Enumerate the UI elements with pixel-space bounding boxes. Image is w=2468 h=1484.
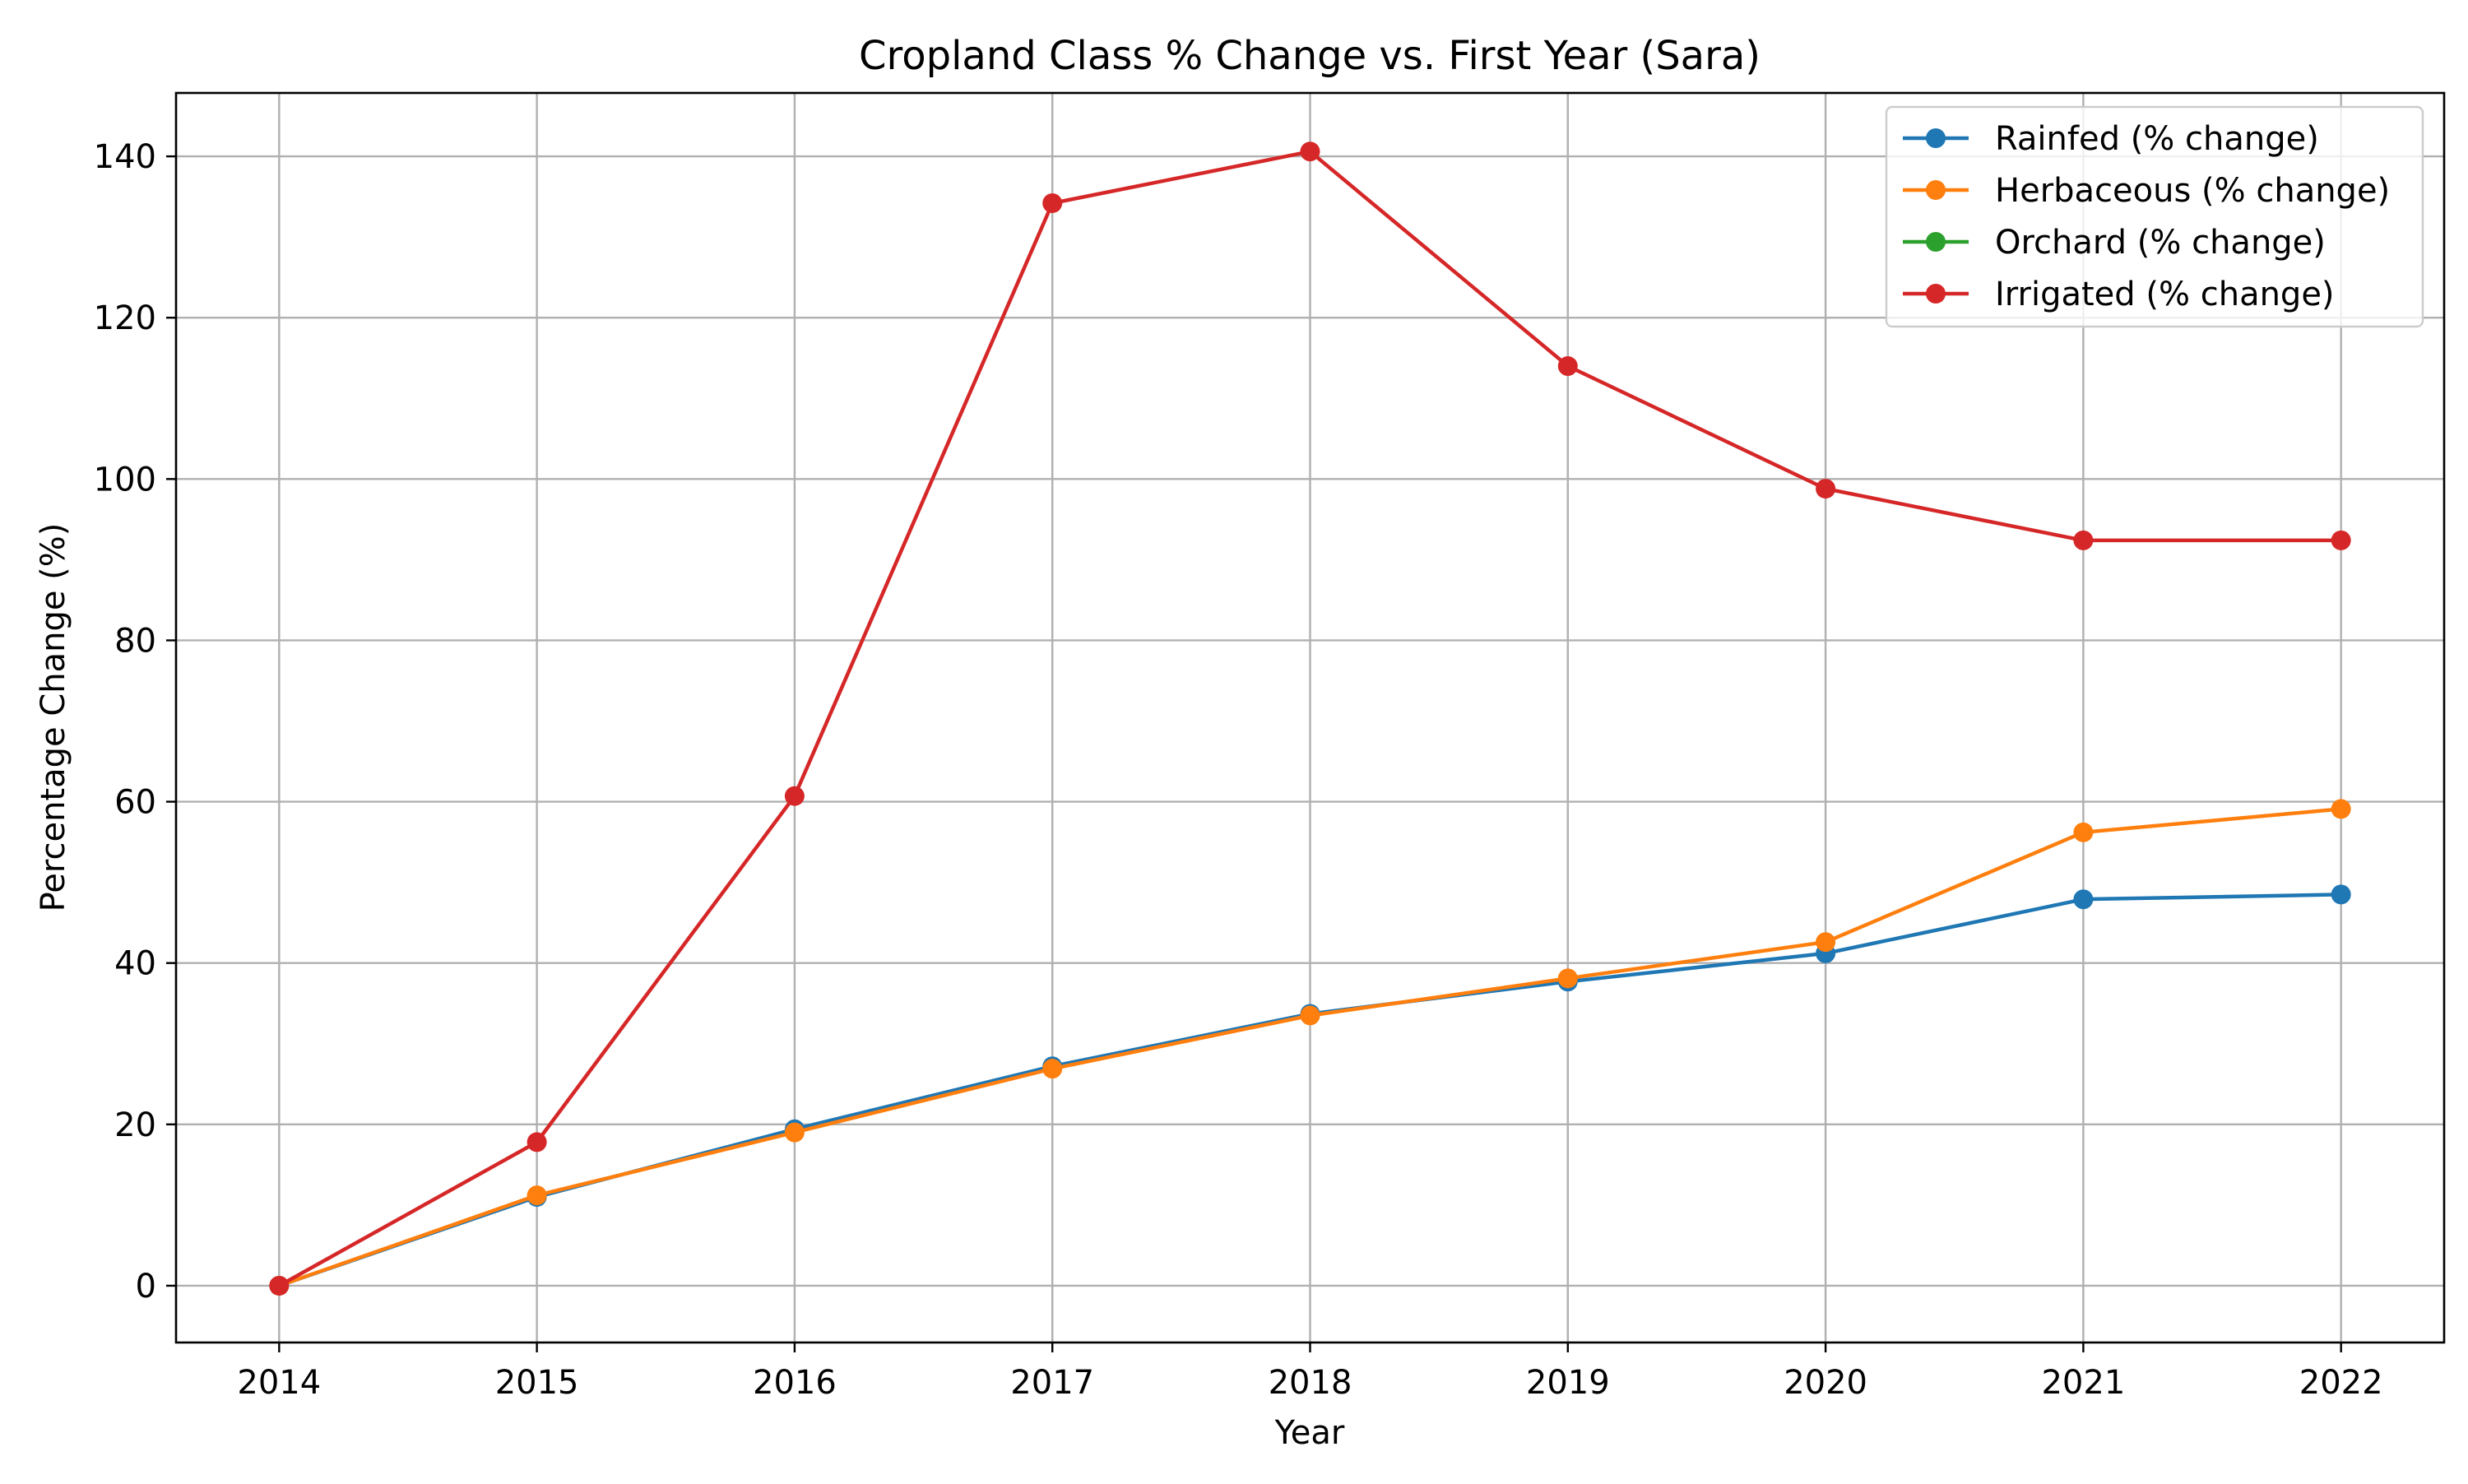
- data-point: [784, 1122, 805, 1143]
- y-tick-label: 100: [94, 461, 156, 499]
- data-point: [1300, 141, 1320, 162]
- x-tick-label: 2014: [237, 1364, 321, 1402]
- data-point: [527, 1185, 547, 1206]
- data-point: [1300, 1005, 1320, 1026]
- data-point: [1816, 932, 1836, 953]
- y-tick-label: 80: [114, 622, 156, 660]
- data-point: [2073, 530, 2094, 550]
- legend-frame: [1885, 105, 2424, 328]
- data-point: [269, 1275, 290, 1296]
- legend-marker: [1926, 232, 1946, 252]
- x-tick-label: 2020: [1784, 1364, 1867, 1402]
- y-axis-label: Percentage Change (%): [35, 523, 72, 912]
- x-tick-label: 2016: [753, 1364, 837, 1402]
- legend-item: Orchard (% change): [1903, 224, 2326, 262]
- legend-item: Rainfed (% change): [1903, 120, 2319, 158]
- chart-title: Cropland Class % Change vs. First Year (…: [859, 33, 1761, 79]
- data-point: [2073, 889, 2094, 910]
- data-point: [2331, 530, 2351, 550]
- data-point: [784, 786, 805, 806]
- legend-marker: [1926, 284, 1946, 304]
- legend-label: Orchard (% change): [1995, 224, 2326, 262]
- data-point: [1816, 479, 1836, 499]
- data-point: [2331, 799, 2351, 819]
- legend-item: Irrigated (% change): [1903, 276, 2335, 313]
- series-1: [269, 799, 2351, 1296]
- data-point: [2331, 884, 2351, 905]
- data-point: [1042, 1059, 1063, 1079]
- y-tick-label: 140: [94, 138, 156, 176]
- data-point: [1557, 356, 1578, 377]
- x-tick-label: 2015: [495, 1364, 579, 1402]
- x-tick-label: 2019: [1526, 1364, 1610, 1402]
- y-tick-label: 40: [114, 945, 156, 983]
- data-point: [1557, 968, 1578, 989]
- x-axis-label: Year: [1274, 1414, 1345, 1452]
- legend-label: Herbaceous (% change): [1995, 172, 2390, 210]
- legend-marker: [1926, 128, 1946, 148]
- data-point: [527, 1132, 547, 1152]
- x-tick-label: 2021: [2041, 1364, 2125, 1402]
- legend-marker: [1926, 180, 1946, 200]
- legend-item: Herbaceous (% change): [1903, 172, 2390, 210]
- x-tick-label: 2022: [2299, 1364, 2383, 1402]
- x-tick-label: 2018: [1269, 1364, 1352, 1402]
- legend: Rainfed (% change) Herbaceous (% change) O…: [1885, 105, 2424, 328]
- legend-label: Rainfed (% change): [1995, 120, 2319, 158]
- x-tick-label: 2017: [1010, 1364, 1094, 1402]
- data-point: [1042, 192, 1063, 213]
- y-tick-label: 120: [94, 299, 156, 337]
- y-tick-label: 60: [114, 784, 156, 822]
- y-tick-label: 0: [136, 1268, 156, 1305]
- series-3: [269, 141, 2351, 1296]
- y-tick-label: 20: [114, 1106, 156, 1144]
- legend-label: Irrigated (% change): [1995, 276, 2335, 313]
- data-point: [2073, 822, 2094, 842]
